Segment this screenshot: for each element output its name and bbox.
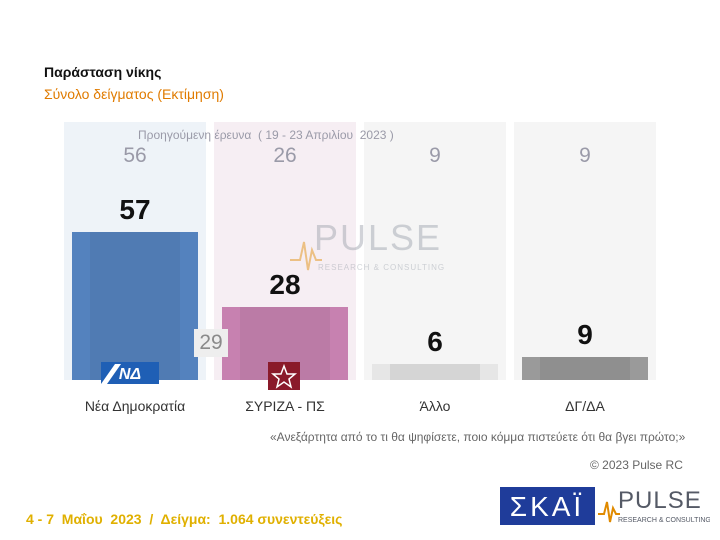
category-label: Άλλο (419, 398, 451, 414)
previous-value: 9 (579, 144, 591, 167)
previous-survey-caption: Προηγούμενη έρευνα ( 19 - 23 Απριλίου 20… (138, 128, 394, 142)
survey-footer: 4 - 7 Μαΐου 2023 / Δείγμα: 1.064 συνεντε… (26, 511, 343, 527)
svg-text:RESEARCH & CONSULTING: RESEARCH & CONSULTING (318, 263, 445, 272)
svg-text:RESEARCH & CONSULTING: RESEARCH & CONSULTING (618, 517, 710, 524)
svg-text:PULSE: PULSE (314, 220, 442, 258)
nd-logo-icon: ΝΔ (101, 362, 159, 384)
category-label: ΔΓ/ΔΑ (565, 398, 605, 414)
svg-text:PULSE: PULSE (618, 487, 702, 514)
bar-nd (72, 232, 198, 380)
pulse-wave-icon (598, 501, 620, 523)
bar-inner-band (90, 232, 180, 380)
bar-inner-band (540, 356, 630, 380)
previous-value: 9 (429, 144, 441, 167)
bar-dk (522, 356, 648, 380)
chart-title: Παράσταση νίκης (44, 64, 162, 80)
column-bg-other (364, 122, 506, 380)
survey-question: «Ανεξάρτητα από το τι θα ψηφίσετε, ποιο … (270, 430, 686, 444)
pulse-logo: PULSE RESEARCH & CONSULTING (598, 484, 711, 533)
bar-other (372, 364, 498, 380)
copyright: © 2023 Pulse RC (590, 458, 683, 472)
pulse-wave-icon (290, 241, 322, 271)
skai-logo: ΣΚΑΪ (500, 487, 595, 525)
syriza-logo-icon (268, 362, 300, 390)
svg-text:ΝΔ: ΝΔ (119, 366, 142, 383)
previous-value: 56 (123, 144, 147, 167)
bar-inner-band (390, 364, 480, 380)
pulse-watermark: PULSE RESEARCH & CONSULTING (288, 217, 448, 283)
column-bg-dk (514, 122, 656, 380)
previous-value: 26 (273, 144, 297, 167)
category-label: ΣΥΡΙΖΑ - ΠΣ (245, 398, 325, 414)
data-label: 57 (119, 194, 151, 225)
data-label: 9 (577, 318, 593, 350)
svg-text:ΣΚΑΪ: ΣΚΑΪ (510, 491, 584, 522)
difference-label: 29 (194, 329, 228, 357)
data-label: 28 (269, 269, 301, 301)
category-label: Νέα Δημοκρατία (84, 398, 186, 414)
data-label: 6 (427, 326, 443, 358)
chart-subtitle: Σύνολο δείγματος (Εκτίμηση) (44, 86, 224, 102)
